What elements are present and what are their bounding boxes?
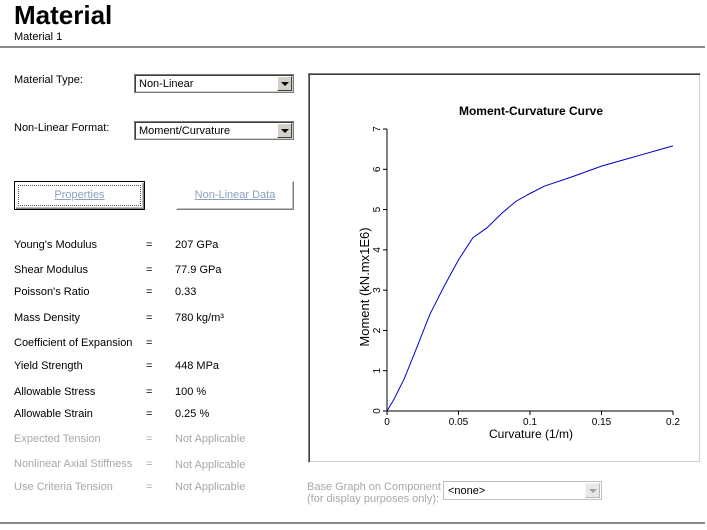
y-tick-label: 0 — [372, 408, 383, 414]
shear-modulus-label: Shear Modulus — [14, 264, 88, 276]
page-subtitle: Material 1 — [14, 31, 63, 43]
equals-sign: = — [146, 286, 153, 298]
mass-density-label: Mass Density — [14, 312, 81, 324]
x-tick-label: 0 — [384, 417, 390, 428]
base-graph-label: Base Graph on Component (for display pur… — [307, 481, 441, 505]
material-type-label: Material Type: — [14, 74, 83, 86]
base-graph-value: <none> — [448, 485, 486, 497]
equals-sign: = — [146, 360, 153, 372]
y-tick-label: 6 — [372, 166, 383, 172]
x-tick-label: 0.2 — [666, 417, 680, 428]
equals-sign: = — [146, 408, 153, 420]
equals-sign: = — [146, 239, 153, 251]
x-tick-label: 0.1 — [523, 417, 537, 428]
base-graph-label-line2: (for display purposes only): — [307, 493, 440, 505]
chevron-down-icon[interactable] — [277, 123, 292, 138]
shear-modulus-value: 77.9 GPa — [175, 264, 222, 276]
y-tick-label: 1 — [372, 367, 383, 373]
equals-sign: = — [146, 264, 153, 276]
equals-sign: = — [146, 458, 153, 470]
chart-title: Moment-Curvature Curve — [459, 104, 603, 118]
nonlinear-axial-stiffness-value: Not Applicable — [175, 459, 246, 471]
mass-density-value: 780 kg/m³ — [175, 312, 224, 324]
poissons-ratio-label: Poisson's Ratio — [14, 286, 90, 298]
equals-sign: = — [146, 337, 153, 349]
equals-sign: = — [146, 433, 153, 445]
poissons-ratio-value: 0.33 — [175, 286, 197, 298]
header-divider — [0, 46, 705, 48]
y-tick-label: 5 — [372, 206, 383, 212]
nonlinear-format-label: Non-Linear Format: — [14, 122, 110, 134]
moment-curvature-chart: Moment-Curvature Curve Curvature (1/m) M… — [357, 104, 680, 441]
youngs-modulus-label: Young's Modulus — [14, 239, 98, 251]
chevron-down-icon[interactable] — [277, 76, 292, 91]
nonlinear-format-value: Moment/Curvature — [139, 125, 231, 137]
nonlinear-axial-stiffness-label: Nonlinear Axial Stiffness — [14, 458, 133, 470]
moment-curvature-graph: Moment-Curvature Curve Curvature (1/m) M… — [308, 73, 701, 463]
base-graph-label-line1: Base Graph on Component — [307, 481, 441, 493]
coef-expansion-label: Coefficient of Expansion — [14, 337, 133, 349]
use-criteria-tension-value: Not Applicable — [175, 481, 246, 493]
allowable-strain-label: Allowable Strain — [14, 408, 93, 420]
x-tick-label: 0.05 — [449, 417, 469, 428]
y-tick-label: 2 — [372, 327, 383, 333]
base-graph-select[interactable]: <none> — [443, 481, 602, 500]
x-tick-label: 0.15 — [592, 417, 612, 428]
y-tick-label: 3 — [372, 287, 383, 293]
yield-strength-label: Yield Strength — [14, 360, 83, 372]
equals-sign: = — [146, 312, 153, 324]
y-tick-label: 7 — [372, 126, 383, 132]
nonlinear-data-button[interactable]: Non-Linear Data — [176, 181, 294, 210]
page-title: Material — [14, 0, 113, 30]
youngs-modulus-value: 207 GPa — [175, 239, 219, 251]
yield-strength-value: 448 MPa — [175, 360, 220, 372]
allowable-strain-value: 0.25 % — [175, 408, 210, 420]
nonlinear-format-select[interactable]: Moment/Curvature — [134, 121, 294, 140]
properties-button[interactable]: Properties — [14, 181, 145, 210]
expected-tension-label: Expected Tension — [14, 433, 101, 445]
footer-divider — [0, 522, 705, 524]
chevron-down-icon[interactable] — [585, 483, 600, 498]
equals-sign: = — [146, 386, 153, 398]
use-criteria-tension-label: Use Criteria Tension — [14, 481, 113, 493]
chart-y-axis-label: Moment (kN.mx1E6) — [357, 227, 372, 346]
series-line — [386, 145, 674, 412]
equals-sign: = — [146, 481, 153, 493]
allowable-stress-label: Allowable Stress — [14, 386, 96, 398]
expected-tension-value: Not Applicable — [175, 433, 246, 445]
material-type-value: Non-Linear — [139, 78, 194, 90]
allowable-stress-value: 100 % — [175, 386, 207, 398]
y-tick-label: 4 — [372, 247, 383, 253]
material-type-select[interactable]: Non-Linear — [134, 74, 294, 93]
chart-x-axis-label: Curvature (1/m) — [489, 427, 573, 441]
